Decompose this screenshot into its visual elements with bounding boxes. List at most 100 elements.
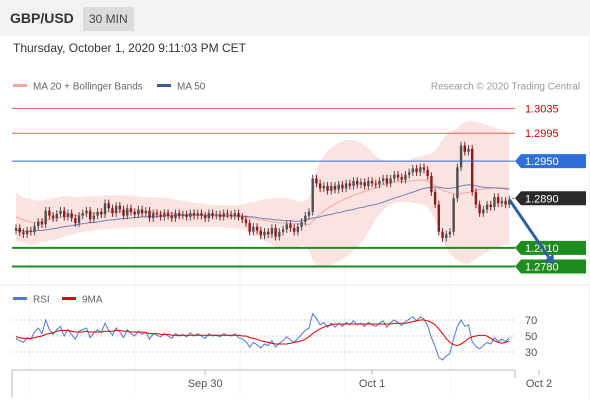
candle-body: [452, 198, 455, 232]
candle-body: [140, 209, 144, 214]
candle-body: [374, 183, 377, 185]
candle-body: [407, 172, 411, 175]
candle-body: [430, 175, 433, 193]
candle-body: [33, 226, 36, 232]
candle-body: [259, 230, 262, 236]
candle-body: [174, 213, 177, 219]
candle-body: [192, 213, 196, 216]
level-label: 1.2995: [525, 128, 559, 140]
candle-body: [448, 231, 452, 235]
candle-body: [126, 208, 129, 216]
candle-body: [196, 213, 199, 216]
candle-body: [25, 230, 29, 235]
candle-body: [393, 174, 396, 179]
candle-body: [463, 145, 466, 152]
candle-body: [233, 213, 237, 216]
candle-body: [311, 178, 314, 212]
rsi-tick-label: 70: [525, 315, 537, 327]
candle-body: [107, 203, 110, 209]
candle-body: [44, 210, 47, 225]
candle-body: [296, 226, 300, 232]
candle-body: [285, 224, 288, 230]
candle-body: [385, 178, 389, 184]
timeframe-button[interactable]: 30 MIN: [83, 7, 134, 31]
candle-body: [489, 204, 492, 207]
candle-body: [241, 216, 244, 220]
candle-body: [378, 180, 381, 185]
candle-body: [396, 174, 400, 178]
candle-body: [389, 178, 392, 184]
candle-body: [400, 177, 403, 180]
candle-body: [281, 229, 285, 232]
candle-body: [456, 167, 459, 199]
candle-body: [307, 211, 311, 216]
candle-body: [348, 183, 352, 186]
level-label: 1.3035: [525, 103, 559, 115]
candle-body: [356, 180, 359, 185]
candle-body: [148, 210, 151, 219]
candle-body: [445, 234, 448, 238]
candle-body: [267, 231, 270, 235]
candle-body: [263, 231, 266, 236]
rsi-legend-swatch: [13, 297, 27, 300]
candle-body: [244, 219, 248, 224]
legend-label: MA 50: [177, 82, 206, 93]
candle-body: [359, 182, 363, 185]
candle-body: [330, 185, 333, 191]
candle-body: [278, 231, 281, 237]
candle-body: [200, 213, 203, 216]
candle-body: [159, 214, 162, 217]
candle-body: [207, 213, 211, 219]
candle-body: [300, 221, 303, 227]
watermark: Research © 2020 Trading Central: [431, 82, 580, 93]
candle-body: [496, 197, 500, 204]
candle-body: [370, 180, 374, 184]
candle-body: [459, 145, 463, 168]
level-label: 1.2950: [525, 156, 559, 168]
candle-body: [96, 211, 99, 216]
candle-body: [81, 213, 84, 216]
rsi-ma-line: [15, 319, 510, 347]
candle-body: [478, 204, 481, 214]
candle-body: [326, 185, 329, 191]
candle-body: [237, 213, 240, 217]
candle-body: [111, 208, 114, 214]
level-label-box: [515, 191, 586, 206]
candle-body: [437, 204, 441, 232]
candle-body: [88, 210, 92, 220]
level-label-box: [515, 259, 586, 274]
ma50-line: [16, 184, 510, 232]
candle-body: [218, 214, 222, 217]
candle-body: [166, 213, 170, 216]
rsi-line: [15, 312, 510, 361]
candle-body: [177, 213, 181, 216]
candle-body: [118, 205, 122, 210]
candle-body: [415, 168, 418, 173]
candle-body: [170, 215, 173, 219]
symbol-label: GBP/USD: [10, 10, 74, 26]
candle-body: [59, 210, 62, 214]
candle-body: [482, 209, 485, 214]
candle-body: [304, 215, 307, 222]
candle-body: [341, 184, 344, 189]
candle-body: [215, 214, 218, 216]
candle-body: [163, 213, 166, 217]
candle-body: [352, 180, 355, 186]
x-tick-label: Oct 2: [526, 378, 552, 390]
bollinger-band: [16, 121, 510, 267]
candle-body: [103, 203, 107, 215]
candle-body: [189, 213, 192, 217]
candle-body: [185, 214, 188, 217]
candle-body: [122, 209, 125, 216]
candle-body: [504, 200, 507, 205]
rsi-tick-label: 50: [525, 331, 537, 343]
candle-body: [211, 213, 214, 216]
candle-body: [467, 148, 470, 152]
candle-body: [152, 213, 155, 219]
candle-body: [381, 178, 385, 181]
candle-body: [222, 213, 225, 217]
chart-timestamp: Thursday, October 1, 2020 9:11:03 PM CET: [13, 41, 247, 55]
candle-body: [14, 228, 18, 231]
candle-body: [419, 167, 422, 173]
candle-body: [471, 148, 474, 193]
